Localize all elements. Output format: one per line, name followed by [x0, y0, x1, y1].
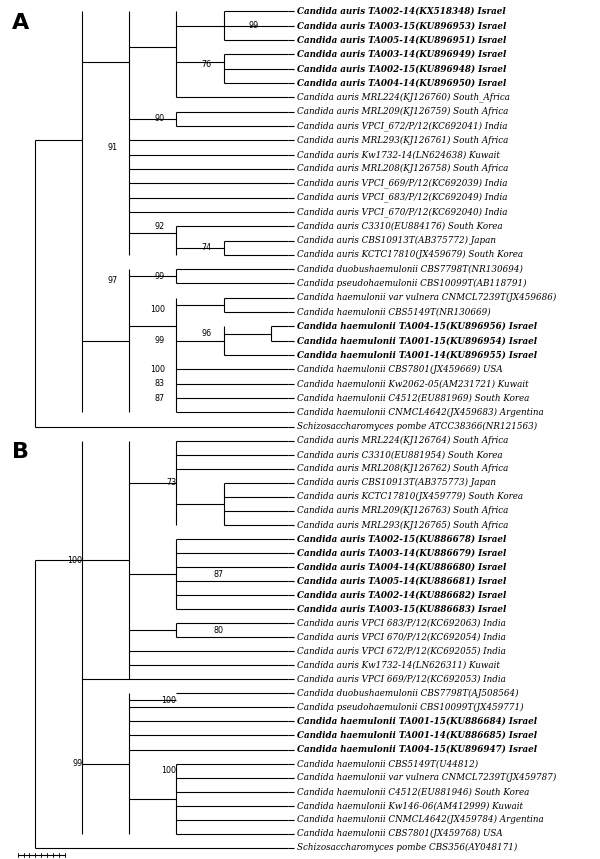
Text: Candida haemulonii Kw2062-05(AM231721) Kuwait: Candida haemulonii Kw2062-05(AM231721) K…	[297, 379, 529, 388]
Text: Candida auris MRL293(KJ126765) South Africa: Candida auris MRL293(KJ126765) South Afr…	[297, 521, 508, 529]
Text: Candida auris Kw1732-14(LN626311) Kuwait: Candida auris Kw1732-14(LN626311) Kuwait	[297, 661, 500, 670]
Text: 99: 99	[154, 271, 165, 281]
Text: 74: 74	[202, 243, 212, 253]
Text: 90: 90	[155, 114, 165, 124]
Text: 73: 73	[166, 478, 176, 487]
Text: Candida haemulonii var vulnera CNMCL7239T(JX459787): Candida haemulonii var vulnera CNMCL7239…	[297, 773, 556, 783]
Text: Candida haemulonii TA004-15(KU896947) Israel: Candida haemulonii TA004-15(KU896947) Is…	[297, 745, 537, 754]
Text: 87: 87	[155, 393, 165, 403]
Text: Candida auris KCTC17810(JX459779) South Korea: Candida auris KCTC17810(JX459779) South …	[297, 492, 523, 502]
Text: 100: 100	[161, 696, 176, 705]
Text: A: A	[12, 13, 29, 34]
Text: Candida pseudohaemulonii CBS10099T(JX459771): Candida pseudohaemulonii CBS10099T(JX459…	[297, 703, 524, 712]
Text: Candida auris TA005-14(KU896951) Israel: Candida auris TA005-14(KU896951) Israel	[297, 35, 506, 45]
Text: Candida auris CBS10913T(AB375773) Japan: Candida auris CBS10913T(AB375773) Japan	[297, 478, 496, 487]
Text: Candida auris TA003-14(KU886679) Israel: Candida auris TA003-14(KU886679) Israel	[297, 549, 506, 557]
Text: Candida pseudohaemulonii CBS10099T(AB118791): Candida pseudohaemulonii CBS10099T(AB118…	[297, 279, 527, 288]
Text: Candida haemulonii TA001-15(KU886684) Israel: Candida haemulonii TA001-15(KU886684) Is…	[297, 717, 537, 726]
Text: 92: 92	[154, 222, 165, 231]
Text: Candida auris TA002-14(KX518348) Israel: Candida auris TA002-14(KX518348) Israel	[297, 7, 506, 16]
Text: Candida auris TA002-15(KU886678) Israel: Candida auris TA002-15(KU886678) Israel	[297, 534, 506, 544]
Text: 97: 97	[107, 276, 118, 285]
Text: Candida auris MRL224(KJ126764) South Africa: Candida auris MRL224(KJ126764) South Afr…	[297, 436, 508, 445]
Text: Candida auris MRL224(KJ126760) South_Africa: Candida auris MRL224(KJ126760) South_Afr…	[297, 93, 510, 102]
Text: Candida auris TA002-15(KU896948) Israel: Candida auris TA002-15(KU896948) Israel	[297, 64, 506, 73]
Text: Candida haemulonii var vulnera CNMCL7239T(JX459686): Candida haemulonii var vulnera CNMCL7239…	[297, 293, 556, 302]
Text: Candida auris VPCI 683/P/12(KC692063) India: Candida auris VPCI 683/P/12(KC692063) In…	[297, 618, 506, 628]
Text: Candida haemulonii TA004-15(KU896956) Israel: Candida haemulonii TA004-15(KU896956) Is…	[297, 322, 537, 331]
Text: Candida auris MRL209(KJ126759) South Africa: Candida auris MRL209(KJ126759) South Afr…	[297, 107, 508, 116]
Text: Candida haemulonii Kw146-06(AM412999) Kuwait: Candida haemulonii Kw146-06(AM412999) Ku…	[297, 801, 523, 810]
Text: Candida auris MRL208(KJ126758) South Africa: Candida auris MRL208(KJ126758) South Afr…	[297, 164, 508, 174]
Text: 91: 91	[107, 143, 118, 152]
Text: Candida auris TA002-14(KU886682) Israel: Candida auris TA002-14(KU886682) Israel	[297, 591, 506, 600]
Text: Candida auris TA003-15(KU886683) Israel: Candida auris TA003-15(KU886683) Israel	[297, 605, 506, 613]
Text: Candida duobushaemulonii CBS7798T(NR130694): Candida duobushaemulonii CBS7798T(NR1306…	[297, 265, 523, 274]
Text: 80: 80	[214, 625, 224, 635]
Text: 99: 99	[248, 21, 259, 30]
Text: Candida haemulonii CBS5149T(NR130669): Candida haemulonii CBS5149T(NR130669)	[297, 308, 491, 317]
Text: Candida auris VPCI_683/P/12(KC692049) India: Candida auris VPCI_683/P/12(KC692049) In…	[297, 192, 508, 203]
Text: B: B	[12, 442, 29, 462]
Text: Candida auris TA004-14(KU886680) Israel: Candida auris TA004-14(KU886680) Israel	[297, 563, 506, 571]
Text: 87: 87	[214, 570, 224, 579]
Text: Candida auris MRL209(KJ126763) South Africa: Candida auris MRL209(KJ126763) South Afr…	[297, 506, 508, 515]
Text: Candida auris VPCI_672/P/12(KC692041) India: Candida auris VPCI_672/P/12(KC692041) In…	[297, 121, 508, 131]
Text: Candida haemulonii C4512(EU881946) South Korea: Candida haemulonii C4512(EU881946) South…	[297, 787, 529, 796]
Text: 76: 76	[202, 60, 212, 69]
Text: 100: 100	[161, 766, 176, 775]
Text: 100: 100	[150, 305, 165, 314]
Text: Candida haemulonii TA001-14(KU886685) Israel: Candida haemulonii TA001-14(KU886685) Is…	[297, 731, 537, 740]
Text: Candida haemulonii C4512(EU881969) South Korea: Candida haemulonii C4512(EU881969) South…	[297, 393, 529, 403]
Text: Candida auris TA003-14(KU896949) Israel: Candida auris TA003-14(KU896949) Israel	[297, 50, 506, 59]
Text: Candida haemulonii CBS7801(JX459669) USA: Candida haemulonii CBS7801(JX459669) USA	[297, 365, 503, 374]
Text: Candida auris Kw1732-14(LN624638) Kuwait: Candida auris Kw1732-14(LN624638) Kuwait	[297, 150, 500, 159]
Text: 99: 99	[72, 759, 82, 768]
Text: Schizosaccharomyces pombe ATCC38366(NR121563): Schizosaccharomyces pombe ATCC38366(NR12…	[297, 422, 537, 431]
Text: Candida auris TA004-14(KU896950) Israel: Candida auris TA004-14(KU896950) Israel	[297, 78, 506, 88]
Text: Candida auris KCTC17810(JX459679) South Korea: Candida auris KCTC17810(JX459679) South …	[297, 250, 523, 259]
Text: 83: 83	[155, 379, 165, 388]
Text: Candida auris TA005-14(KU886681) Israel: Candida auris TA005-14(KU886681) Israel	[297, 576, 506, 586]
Text: Candida auris VPCI_670/P/12(KC692040) India: Candida auris VPCI_670/P/12(KC692040) In…	[297, 207, 508, 216]
Text: Candida auris C3310(EU881954) South Korea: Candida auris C3310(EU881954) South Kore…	[297, 450, 503, 460]
Text: Candida auris VPCI 669/P/12(KC692053) India: Candida auris VPCI 669/P/12(KC692053) In…	[297, 675, 506, 684]
Text: Candida haemulonii TA001-15(KU896954) Israel: Candida haemulonii TA001-15(KU896954) Is…	[297, 336, 537, 345]
Text: 100: 100	[150, 365, 165, 374]
Text: Candida auris VPCI 670/P/12(KC692054) India: Candida auris VPCI 670/P/12(KC692054) In…	[297, 633, 506, 642]
Text: Candida haemulonii CBS5149T(U44812): Candida haemulonii CBS5149T(U44812)	[297, 759, 478, 768]
Text: Candida auris TA003-15(KU896953) Israel: Candida auris TA003-15(KU896953) Israel	[297, 21, 506, 30]
Text: 96: 96	[202, 329, 212, 338]
Text: Candida haemulonii CNMCL4642(JX459784) Argentina: Candida haemulonii CNMCL4642(JX459784) A…	[297, 815, 544, 825]
Text: Candida auris MRL293(KJ126761) South Africa: Candida auris MRL293(KJ126761) South Afr…	[297, 136, 508, 145]
Text: Candida haemulonii CNMCL4642(JX459683) Argentina: Candida haemulonii CNMCL4642(JX459683) A…	[297, 408, 544, 417]
Text: Candida auris C3310(EU884176) South Korea: Candida auris C3310(EU884176) South Kore…	[297, 222, 503, 231]
Text: Candida auris VPCI_669/P/12(KC692039) India: Candida auris VPCI_669/P/12(KC692039) In…	[297, 179, 508, 188]
Text: Candida auris VPCI 672/P/12(KC692055) India: Candida auris VPCI 672/P/12(KC692055) In…	[297, 647, 506, 655]
Text: Candida duobushaemulonii CBS7798T(AJ508564): Candida duobushaemulonii CBS7798T(AJ5085…	[297, 689, 518, 698]
Text: Candida auris CBS10913T(AB375772) Japan: Candida auris CBS10913T(AB375772) Japan	[297, 236, 496, 245]
Text: Schizosaccharomyces pombe CBS356(AY048171): Schizosaccharomyces pombe CBS356(AY04817…	[297, 844, 517, 852]
Text: 100: 100	[67, 556, 82, 564]
Text: Candida haemulonii CBS7801(JX459768) USA: Candida haemulonii CBS7801(JX459768) USA	[297, 829, 503, 838]
Text: Candida auris MRL208(KJ126762) South Africa: Candida auris MRL208(KJ126762) South Afr…	[297, 464, 508, 473]
Text: 99: 99	[154, 336, 165, 345]
Text: Candida haemulonii TA001-14(KU896955) Israel: Candida haemulonii TA001-14(KU896955) Is…	[297, 350, 537, 360]
